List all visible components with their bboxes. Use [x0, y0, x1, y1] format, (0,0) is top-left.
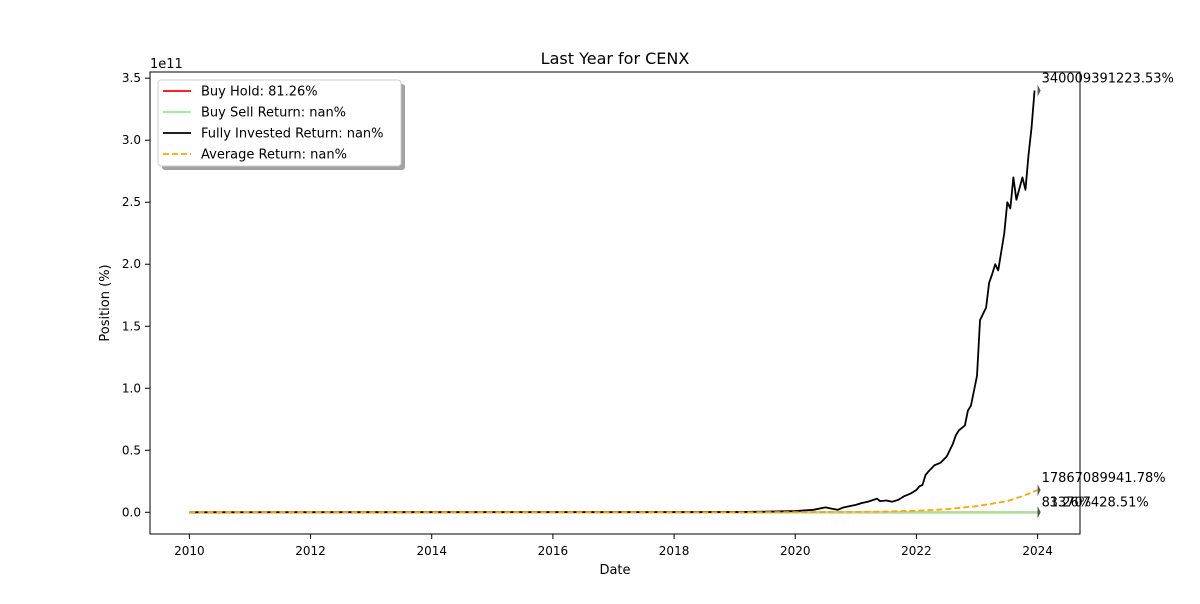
y-axis-label: Position (%) [98, 264, 113, 341]
legend-label: Buy Sell Return: nan% [201, 106, 346, 121]
annotation-marker [1037, 484, 1041, 497]
series-line-2 [189, 90, 1036, 514]
annotation-marker [1037, 84, 1041, 97]
x-tick-label: 2018 [659, 544, 690, 558]
y-tick-label: 3.0 [122, 133, 141, 147]
x-tick-label: 2016 [538, 544, 569, 558]
x-axis-label: Date [599, 563, 630, 578]
chart-title: Last Year for CENX [541, 49, 690, 68]
y-tick-label: 2.0 [122, 257, 141, 271]
legend-label: Fully Invested Return: nan% [201, 127, 384, 142]
annotation-label: 340009391223.53% [1042, 72, 1174, 87]
x-tick-label: 2012 [295, 544, 326, 558]
annotation-label: 81.26% [1042, 495, 1092, 510]
x-tick-label: 2010 [174, 544, 205, 558]
x-tick-label: 2024 [1022, 544, 1053, 558]
legend-box [157, 79, 402, 167]
annotation-label: 33707428.51% [1050, 495, 1149, 510]
series-layer [189, 90, 1038, 514]
legend-items: Buy Hold: 81.26% Buy Sell Return: nan% Ful… [163, 85, 384, 163]
axes-ticks: 2010 2012 2014 2016 2018 2020 2022 2024 0.0 0.5 1.… [122, 71, 1053, 558]
annotation-layer: 340009391223.53% 17867089941.78% 81.26%337… [1037, 72, 1174, 519]
annotation-label: 17867089941.78% [1042, 471, 1166, 486]
plot-frame [149, 71, 1081, 535]
y-tick-label: 2.5 [122, 195, 141, 209]
y-tick-label: 0.5 [122, 443, 141, 457]
series-line-3 [189, 489, 1038, 514]
legend-label: Average Return: nan% [201, 148, 347, 163]
x-tick-label: 2014 [416, 544, 447, 558]
y-axis-multiplier: 1e11 [150, 57, 183, 72]
x-tick-label: 2020 [780, 544, 811, 558]
y-tick-label: 0.0 [122, 505, 141, 519]
y-tick-label: 3.5 [122, 71, 141, 85]
y-tick-label: 1.0 [122, 381, 141, 395]
legend: Buy Hold: 81.26% Buy Sell Return: nan% Ful… [157, 79, 405, 170]
annotation-marker [1037, 506, 1041, 519]
y-tick-label: 1.5 [122, 319, 141, 333]
x-tick-label: 2022 [901, 544, 932, 558]
legend-label: Buy Hold: 81.26% [201, 85, 318, 100]
